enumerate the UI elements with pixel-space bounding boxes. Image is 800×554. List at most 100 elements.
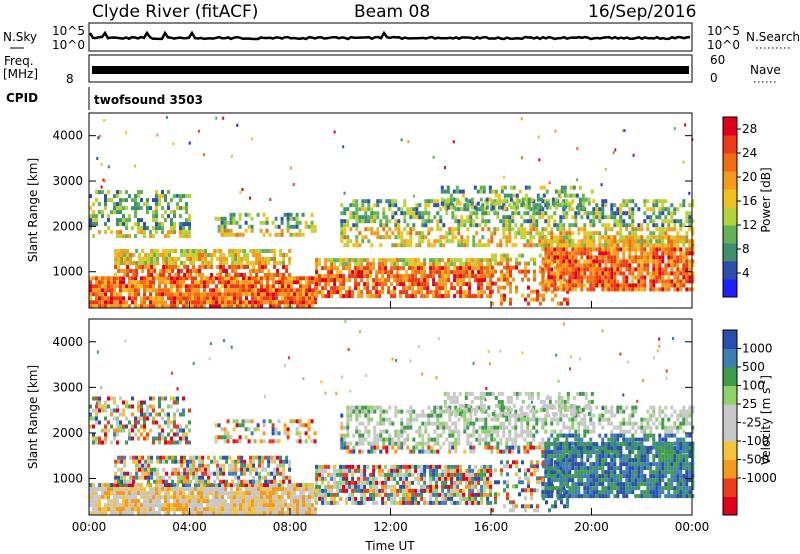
heatmap-cell [152,440,155,445]
heatmap-cell [514,235,518,240]
heatmap-cell [318,262,322,267]
heatmap-cell [348,464,352,469]
heatmap-cell [210,471,214,476]
heatmap-cell [200,483,203,488]
heatmap-cell [553,251,557,256]
heatmap-cell [646,271,650,276]
heatmap-cell [248,495,251,500]
heatmap-cell [318,492,322,497]
heatmap-cell [523,235,527,240]
heatmap-cell [287,507,290,512]
heatmap-cell [685,247,689,252]
heatmap-cell [411,488,415,493]
heatmap-cell [550,235,554,240]
heatmap-cell [664,215,668,220]
heatmap-cell [167,214,170,219]
heatmap-cell [315,500,319,505]
heatmap-cell [179,440,182,445]
heatmap-cell [287,296,290,301]
heatmap-cell [586,247,590,252]
heatmap-cell [589,263,593,268]
heatmap-cell [477,266,481,271]
heatmap-cell [342,282,346,287]
heatmap-cell [682,279,686,284]
heatmap-cell [486,274,490,279]
heatmap-cell [170,495,173,500]
heatmap-cell [132,479,136,484]
heatmap-cell [218,503,221,508]
heatmap-cell [287,491,290,496]
heatmap-cell [340,219,344,224]
heatmap-cell [192,257,196,261]
heatmap-cell [535,227,539,232]
heatmap-cell [481,227,485,232]
heatmap-cell [394,223,398,228]
heatmap-cell [553,247,557,252]
heatmap-cell [153,467,157,472]
heatmap-cell [631,207,635,212]
heatmap-cell [240,463,244,468]
heatmap-cell [499,243,503,248]
heatmap-cell [625,287,629,292]
heatmap-cell [209,511,212,516]
heatmap-cell [203,153,205,157]
heatmap-cell [304,423,308,428]
heatmap-cell [586,267,590,272]
heatmap-cell [600,183,603,187]
heatmap-cell [220,224,224,229]
heatmap-cell [679,287,683,292]
heatmap-cell [625,283,629,288]
heatmap-cell [396,258,400,263]
heatmap-cell [673,279,677,284]
heatmap-cell [652,263,656,268]
heatmap-cell [480,258,484,263]
heatmap-cell [261,463,265,468]
heatmap-cell [490,239,494,244]
heatmap-cell [164,420,167,425]
heatmap-cell [417,492,421,497]
heatmap-cell [387,496,391,501]
heatmap-cell [98,400,101,405]
heatmap-cell [242,483,245,488]
heatmap-cell [417,266,421,271]
heatmap-cell [375,492,379,497]
heatmap-cell [287,276,290,281]
heatmap-cell [363,282,367,287]
heatmap-cell [122,491,125,496]
heatmap-cell [189,471,193,476]
heatmap-cell [131,198,134,203]
heatmap-cell [280,220,284,225]
heatmap-cell [563,205,567,210]
heatmap-cell [170,404,173,409]
heatmap-cell [140,424,143,429]
heatmap-cell [245,292,248,297]
heatmap-cell [293,507,296,512]
heatmap-cell [417,286,421,291]
heatmap-cell [237,261,241,265]
heatmap-cell [174,455,178,460]
heatmap-cell [607,239,611,244]
heatmap-cell [506,193,510,198]
heatmap-cell [583,231,587,236]
heatmap-cell [117,253,121,257]
heatmap-cell [412,211,416,216]
heatmap-cell [441,274,445,279]
heatmap-cell [457,219,461,224]
heatmap-cell [107,420,110,425]
heatmap-cell [186,479,190,484]
heatmap-cell [509,257,512,262]
heatmap-cell [252,253,256,257]
heatmap-cell [417,282,421,287]
heatmap-cell [511,243,515,248]
heatmap-cell [388,219,392,224]
heatmap-cell [290,483,293,488]
heatmap-cell [682,267,686,272]
heatmap-cell [631,279,635,284]
heatmap-cell [494,193,498,198]
heatmap-cell [418,239,422,244]
heatmap-cell [95,420,98,425]
heatmap-cell [351,274,355,279]
heatmap-cell [95,404,98,409]
heatmap-cell [285,253,289,257]
heatmap-cell [176,432,179,437]
